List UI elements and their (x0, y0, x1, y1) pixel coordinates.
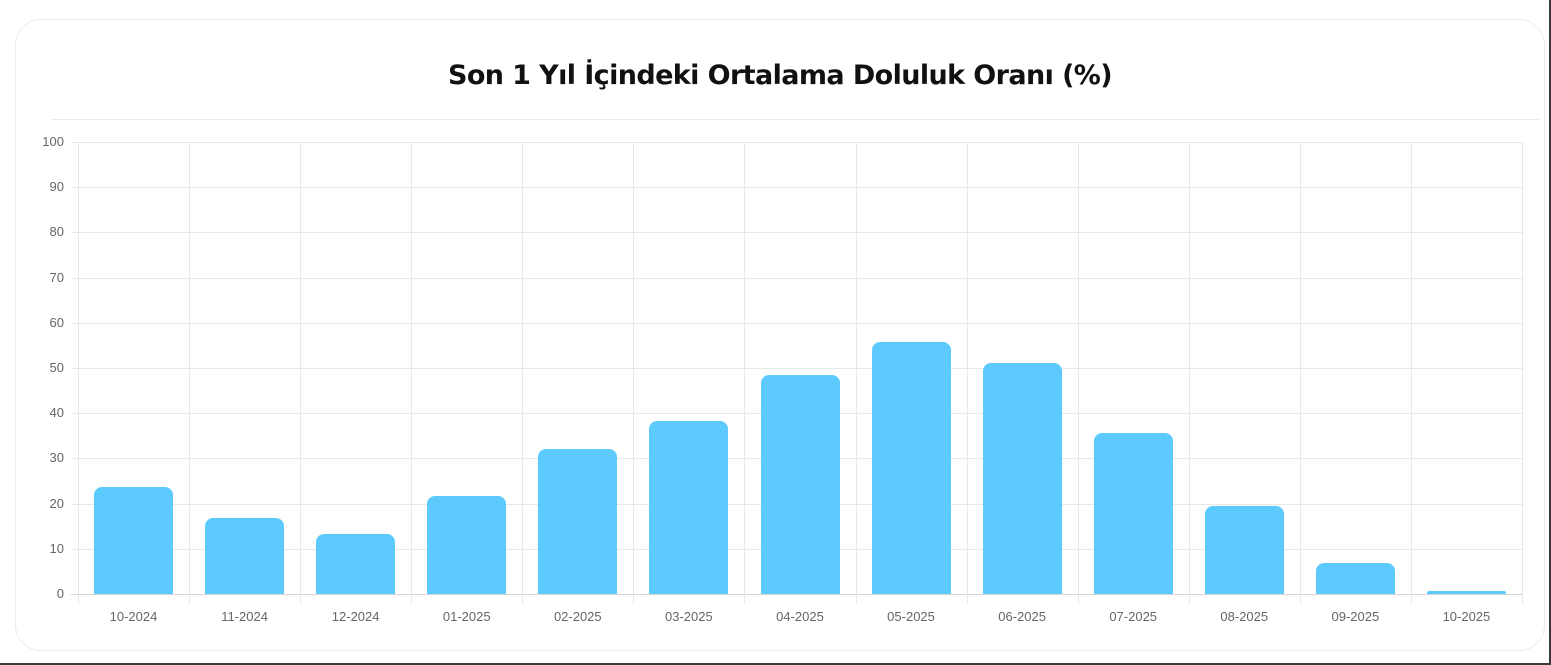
x-axis-tick-label: 01-2025 (442, 609, 491, 624)
bar-03-2025[interactable] (649, 421, 729, 594)
x-axis-tick-label: 04-2025 (776, 609, 824, 624)
bar-06-2025[interactable] (982, 363, 1062, 594)
bar-07-2025[interactable] (1093, 433, 1173, 594)
x-axis-tick-label: 08-2025 (1220, 609, 1269, 624)
gridline-horizontal (71, 187, 1522, 189)
x-axis-tick-label: 07-2025 (1109, 609, 1158, 624)
bar-08-2025[interactable] (1204, 505, 1284, 594)
chart-title: Son 1 Yıl İçindeki Ortalama Doluluk Oran… (447, 60, 1113, 91)
x-axis-tick-label: 12-2024 (331, 609, 380, 624)
bar-05-2025[interactable] (871, 342, 951, 594)
x-axis-tick-label: 09-2025 (1331, 609, 1380, 624)
x-axis-tick-label: 10-2025 (1442, 609, 1491, 624)
gridline-horizontal (71, 142, 1522, 143)
y-axis-tick-label: 70 (49, 269, 64, 285)
y-axis-tick-label: 90 (49, 179, 64, 195)
gridline-horizontal (71, 277, 1522, 279)
y-axis-tick-label: 10 (49, 540, 64, 556)
bar-04-2025[interactable] (760, 374, 840, 594)
gridline-vertical (744, 142, 745, 604)
y-axis-tick-label: 50 (49, 360, 64, 375)
x-axis-tick-label: 03-2025 (665, 609, 713, 624)
gridline-vertical (633, 142, 634, 604)
gridline-vertical (189, 142, 190, 604)
bar-10-2024[interactable] (94, 487, 174, 594)
bar-02-2025[interactable] (538, 448, 618, 594)
x-axis-tick-label: 10-2024 (109, 609, 158, 624)
gridline-vertical (522, 142, 523, 604)
y-axis-tick-label: 100 (42, 134, 64, 149)
bar-09-2025[interactable] (1315, 562, 1395, 594)
x-axis-tick-label: 02-2025 (553, 609, 602, 624)
bar-chart-plot-area: 0 10 20 30 40 50 60 70 80 90 100 10-2024 11-2024 12-2… (42, 135, 1523, 624)
gridline-vertical (1300, 142, 1301, 604)
gridline-horizontal (71, 368, 1522, 369)
x-axis-tick-label: 05-2025 (887, 609, 935, 624)
gridline-vertical (411, 142, 412, 604)
bar-11-2024[interactable] (205, 517, 285, 594)
x-axis-tick-label: 11-2024 (221, 609, 268, 624)
gridline-vertical (856, 142, 857, 604)
title-divider (52, 119, 1539, 120)
gridline-vertical (1078, 142, 1079, 604)
x-axis-line (71, 594, 1522, 595)
bar-10-2025[interactable] (1426, 590, 1506, 594)
y-axis-tick-label: 30 (49, 450, 64, 466)
bar-01-2025[interactable] (427, 495, 507, 594)
gridline-horizontal (71, 232, 1522, 234)
y-axis-tick-label: 80 (49, 224, 64, 240)
y-axis-tick-label: 60 (49, 314, 64, 330)
bar-12-2024[interactable] (316, 533, 396, 594)
x-axis-tick-label: 06-2025 (998, 609, 1046, 624)
gridline-horizontal (71, 322, 1522, 324)
gridline-vertical (1189, 142, 1190, 604)
gridline-vertical (1522, 142, 1523, 604)
gridline-vertical (78, 142, 79, 604)
gridline-vertical (1411, 142, 1412, 604)
y-axis-tick-label: 0 (56, 586, 64, 601)
gridline-vertical (967, 142, 968, 604)
y-axis-tick-label: 20 (49, 495, 64, 511)
gridline-vertical (300, 142, 301, 604)
y-axis-tick-label: 40 (49, 405, 64, 421)
